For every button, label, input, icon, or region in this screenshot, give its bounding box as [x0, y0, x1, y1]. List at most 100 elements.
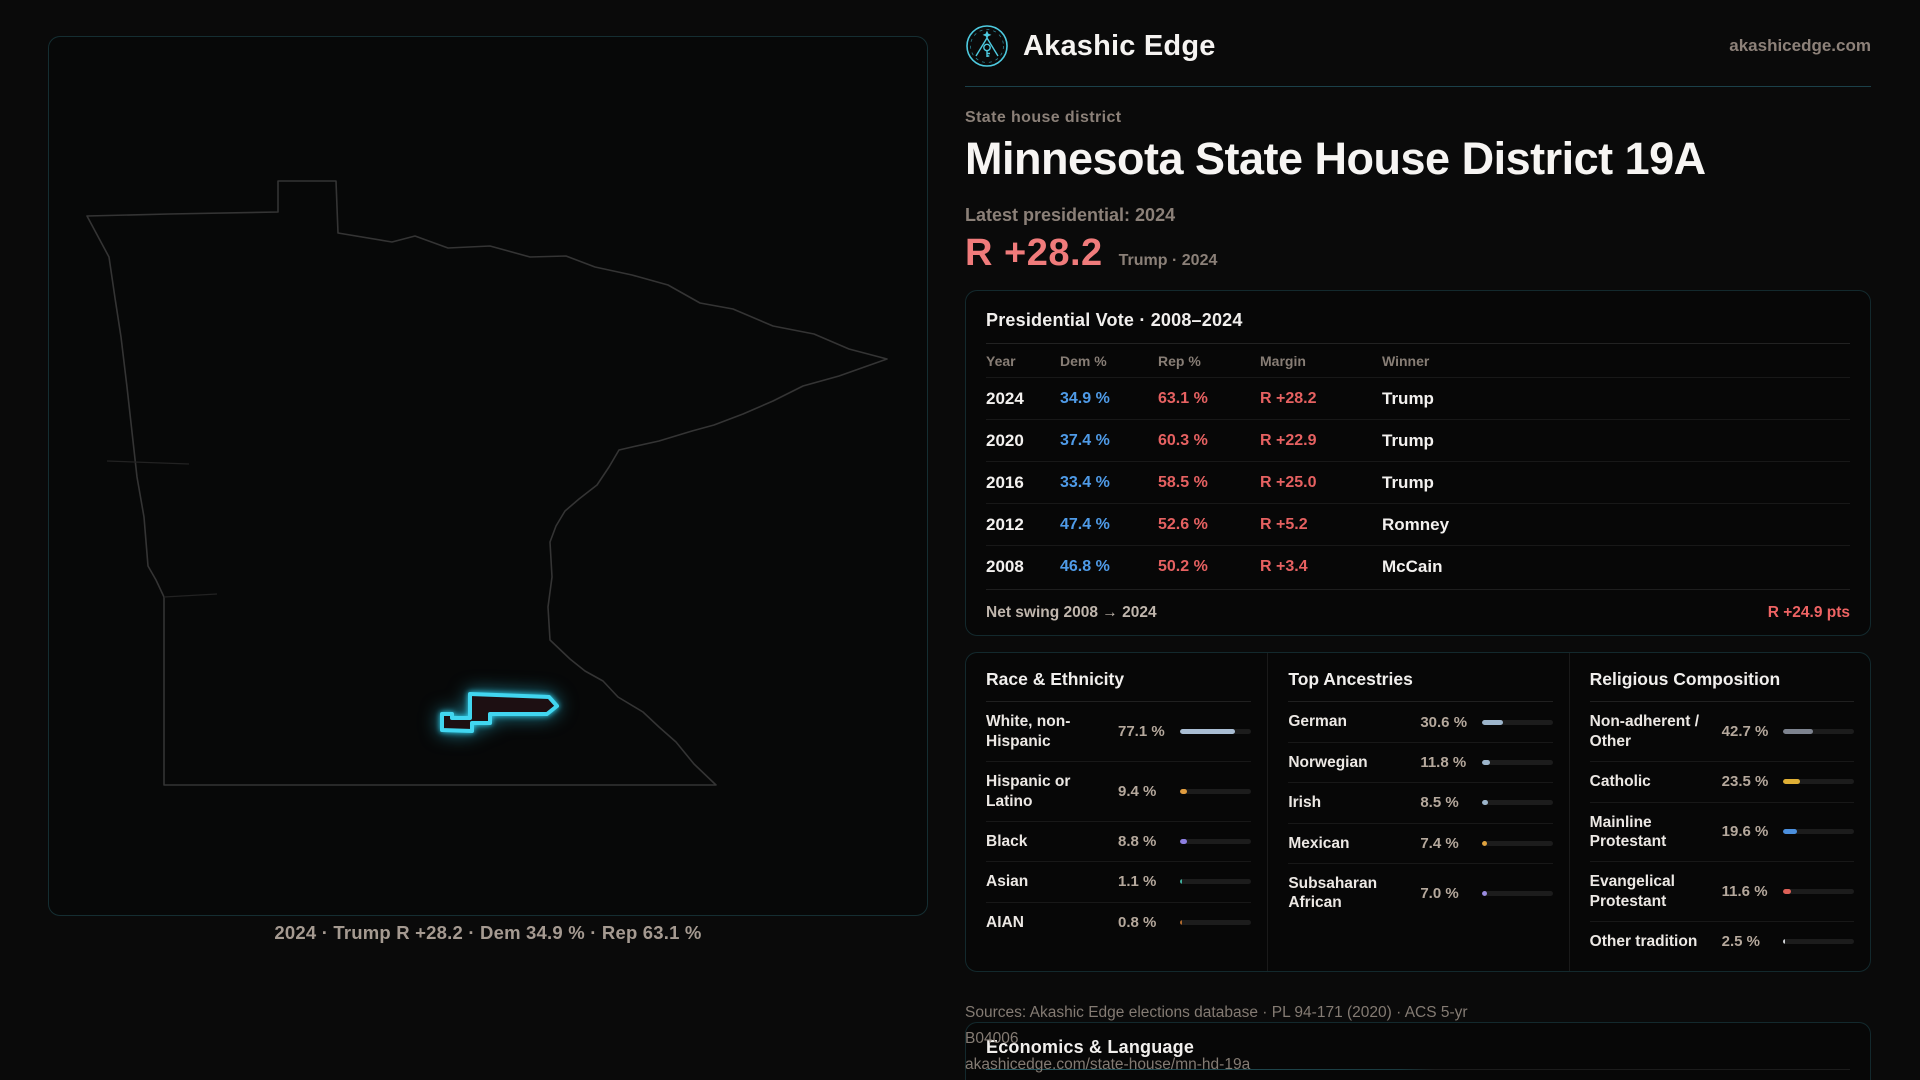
stat-label: Non-adherent / Other — [1589, 713, 1700, 750]
net-swing-label: Net swing 2008 → 2024 — [986, 603, 1157, 621]
stat-bar — [1180, 789, 1252, 795]
dem-cell: 34.9 % — [1060, 389, 1110, 407]
brand-header: Akashic Edge akashicedge.com — [965, 0, 1871, 87]
stat-bar — [1783, 779, 1854, 785]
margin-cell: R +22.9 — [1260, 431, 1317, 449]
stat-value: 7.0 % — [1420, 884, 1459, 902]
year-cell: 2016 — [986, 472, 1024, 492]
stat-row: Other tradition 2.5 % — [1590, 922, 1854, 961]
stat-label: Black — [986, 832, 1028, 850]
stat-bar — [1783, 889, 1854, 895]
stat-bar — [1180, 729, 1252, 735]
district-19a-highlight[interactable] — [440, 692, 559, 733]
stat-bar — [1481, 890, 1553, 896]
stat-label: Norwegian — [1288, 753, 1368, 771]
headline-margin-value: R +28.2 — [965, 232, 1103, 275]
stat-row: White, non-Hispanic 77.1 % — [986, 702, 1252, 763]
brand-name: Akashic Edge — [1023, 29, 1216, 62]
akashic-edge-logo-icon — [966, 25, 1008, 67]
vote-row-2008: 2008 46.8 % 50.2 % R +3.4 McCain — [986, 545, 1850, 587]
margin-cell: R +3.4 — [1260, 557, 1308, 575]
stat-bar — [1180, 879, 1252, 885]
vote-row-2016: 2016 33.4 % 58.5 % R +25.0 Trump — [986, 461, 1850, 503]
stat-label: Irish — [1288, 794, 1322, 812]
rep-cell: 50.2 % — [1158, 557, 1208, 575]
winner-cell: Romney — [1382, 514, 1450, 534]
stat-bar — [1180, 919, 1252, 925]
stat-label: Asian — [986, 873, 1029, 891]
stat-row: Subsaharan African 7.0 % — [1288, 864, 1553, 923]
panel-title: Top Ancestries — [1288, 669, 1413, 690]
stat-bar — [1783, 829, 1854, 835]
stat-row: Hispanic or Latino 9.4 % — [986, 762, 1252, 822]
winner-cell: Trump — [1382, 388, 1434, 408]
right-column: Akashic Edge akashicedge.com State house… — [965, 0, 1871, 1080]
stat-label: German — [1288, 713, 1347, 731]
stat-value: 11.6 % — [1721, 883, 1768, 901]
stat-value: 8.5 % — [1420, 794, 1459, 812]
stat-row: Norwegian 11.8 % — [1288, 743, 1553, 784]
stat-label: White, non-Hispanic — [986, 713, 1071, 750]
col-rep: Rep % — [1158, 352, 1201, 369]
stat-value: 7.4 % — [1420, 834, 1459, 852]
dem-cell: 47.4 % — [1060, 515, 1110, 533]
col-year: Year — [986, 352, 1016, 369]
stat-value: 30.6 % — [1420, 713, 1468, 731]
divider — [986, 701, 1252, 703]
minnesota-map — [86, 180, 888, 786]
county-boundary-line — [106, 460, 190, 465]
headline-margin: R +28.2 Trump · 2024 — [965, 232, 1871, 275]
stat-row: AIAN 0.8 % — [986, 903, 1252, 942]
top-ancestries-panel: Top Ancestries German 30.6 % Norwegian 1… — [1267, 653, 1568, 972]
county-boundary-line — [163, 593, 218, 598]
stat-value: 1.1 % — [1118, 873, 1157, 891]
margin-cell: R +25.0 — [1260, 473, 1317, 491]
vote-row-2012: 2012 47.4 % 52.6 % R +5.2 Romney — [986, 503, 1850, 545]
stat-label: Hispanic or Latino — [986, 773, 1071, 810]
winner-cell: Trump — [1382, 430, 1434, 450]
panel-title: Religious Composition — [1589, 669, 1781, 690]
dem-cell: 37.4 % — [1060, 431, 1110, 449]
brand-lockup: Akashic Edge — [965, 24, 1216, 68]
vote-card-title: Presidential Vote · 2008–2024 — [986, 310, 1243, 331]
stat-label: Mexican — [1288, 834, 1350, 852]
year-cell: 2024 — [986, 388, 1024, 408]
stat-bar — [1783, 729, 1854, 735]
margin-cell: R +28.2 — [1260, 389, 1317, 407]
religious-composition-panel: Religious Composition Non-adherent / Oth… — [1568, 653, 1870, 972]
stat-row: Evangelical Protestant 11.6 % — [1589, 862, 1854, 923]
race-ethnicity-panel: Race & Ethnicity White, non-Hispanic 77.… — [966, 653, 1267, 971]
stat-bar — [1481, 719, 1553, 725]
winner-cell: Trump — [1382, 472, 1434, 492]
kicker-label: State house district — [965, 109, 1122, 126]
brand-domain-link[interactable]: akashicedge.com — [1729, 36, 1871, 55]
net-swing-value: R +24.9 pts — [1767, 603, 1850, 621]
winner-cell: McCain — [1382, 556, 1443, 576]
stat-value: 42.7 % — [1721, 723, 1769, 741]
stat-label: Mainline Protestant — [1589, 813, 1667, 850]
stat-bar — [1481, 800, 1553, 806]
stat-bar — [1481, 759, 1553, 765]
col-winner: Winner — [1382, 352, 1430, 369]
stat-label: Subsaharan African — [1288, 874, 1378, 912]
stat-row: Irish 8.5 % — [1288, 783, 1553, 824]
panel-title: Race & Ethnicity — [986, 669, 1125, 690]
year-cell: 2008 — [986, 556, 1024, 576]
stat-row: Asian 1.1 % — [986, 862, 1252, 903]
col-dem: Dem % — [1060, 352, 1107, 369]
stat-row: Mainline Protestant 19.6 % — [1589, 803, 1854, 863]
rep-cell: 58.5 % — [1158, 473, 1208, 491]
stat-value: 23.5 % — [1721, 773, 1769, 791]
presidential-vote-card: Presidential Vote · 2008–2024 Year Dem %… — [965, 290, 1871, 637]
dem-cell: 33.4 % — [1060, 473, 1110, 491]
dem-cell: 46.8 % — [1060, 557, 1110, 575]
year-cell: 2020 — [986, 430, 1024, 450]
stat-row: Non-adherent / Other 42.7 % — [1589, 702, 1854, 763]
demographics-card: Race & Ethnicity White, non-Hispanic 77.… — [965, 652, 1871, 973]
rep-cell: 63.1 % — [1158, 389, 1208, 407]
stat-label: AIAN — [986, 913, 1024, 931]
stat-value: 77.1 % — [1118, 723, 1165, 741]
stat-value: 11.8 % — [1420, 753, 1467, 771]
stat-value: 2.5 % — [1721, 933, 1761, 951]
